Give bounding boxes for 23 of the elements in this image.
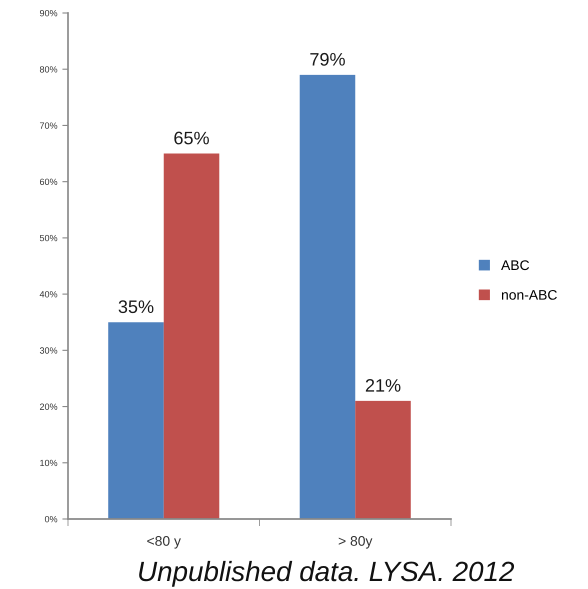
data-label: 21% (366, 379, 400, 392)
y-tick-label: 70% (40, 122, 58, 129)
y-tick-label: 30% (40, 347, 58, 354)
bar (300, 74, 356, 519)
y-tick-label: 60% (40, 178, 58, 186)
bar (164, 154, 220, 519)
bar (108, 322, 164, 519)
y-tick-label: 10% (40, 460, 58, 466)
y-tick-label: 20% (40, 404, 58, 410)
legend-label: ABC (501, 260, 530, 270)
legend-label: non-ABC (502, 290, 557, 300)
x-tick-label: > 80y (338, 536, 372, 549)
y-tick-label: 80% (40, 66, 58, 73)
data-label: 35% (118, 300, 154, 314)
y-tick-label: 90% (40, 10, 58, 16)
text: Unpublished data. LYSA. 2012 (139, 560, 514, 587)
x-tick-label: <80 y (147, 536, 181, 549)
y-tick-label: 50% (40, 234, 58, 242)
data-label: 65% (174, 132, 209, 144)
y-tick-label: 40% (40, 291, 58, 298)
y-tick-label: 0% (44, 516, 58, 522)
data-label: 79% (310, 52, 345, 66)
bar (355, 400, 411, 519)
